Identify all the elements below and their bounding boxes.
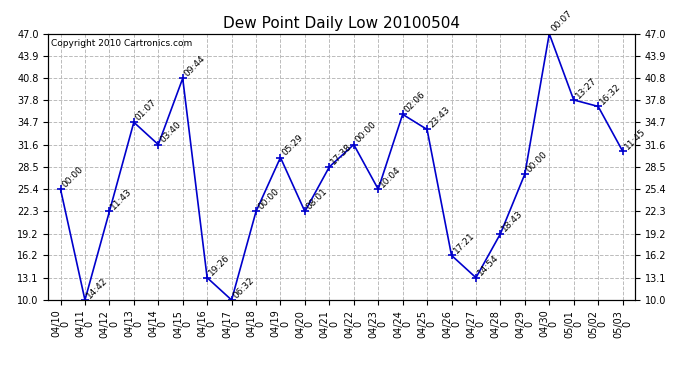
Text: 03:40: 03:40 [158,120,183,145]
Text: 00:00: 00:00 [525,149,549,174]
Text: 19:26: 19:26 [207,253,232,278]
Text: 14:42: 14:42 [85,276,109,300]
Text: 23:43: 23:43 [427,105,451,129]
Text: 17:21: 17:21 [451,231,476,255]
Text: 00:00: 00:00 [61,165,85,189]
Text: 00:07: 00:07 [549,9,574,34]
Text: 06:32: 06:32 [232,275,256,300]
Text: 17:38: 17:38 [329,142,354,167]
Text: 16:32: 16:32 [598,82,622,106]
Text: 11:43: 11:43 [110,187,134,211]
Text: 13:27: 13:27 [573,75,598,100]
Text: 11:45: 11:45 [622,126,647,151]
Text: Copyright 2010 Cartronics.com: Copyright 2010 Cartronics.com [51,39,193,48]
Text: 01:07: 01:07 [134,98,159,122]
Text: 05:29: 05:29 [280,133,305,158]
Text: 09:44: 09:44 [183,54,207,78]
Text: 08:01: 08:01 [305,187,330,211]
Text: 00:00: 00:00 [354,120,378,145]
Text: 02:06: 02:06 [403,90,427,114]
Text: 18:43: 18:43 [500,209,525,234]
Text: 14:54: 14:54 [476,253,500,278]
Title: Dew Point Daily Low 20100504: Dew Point Daily Low 20100504 [223,16,460,31]
Text: 10:04: 10:04 [378,165,403,189]
Text: 00:00: 00:00 [256,187,281,211]
